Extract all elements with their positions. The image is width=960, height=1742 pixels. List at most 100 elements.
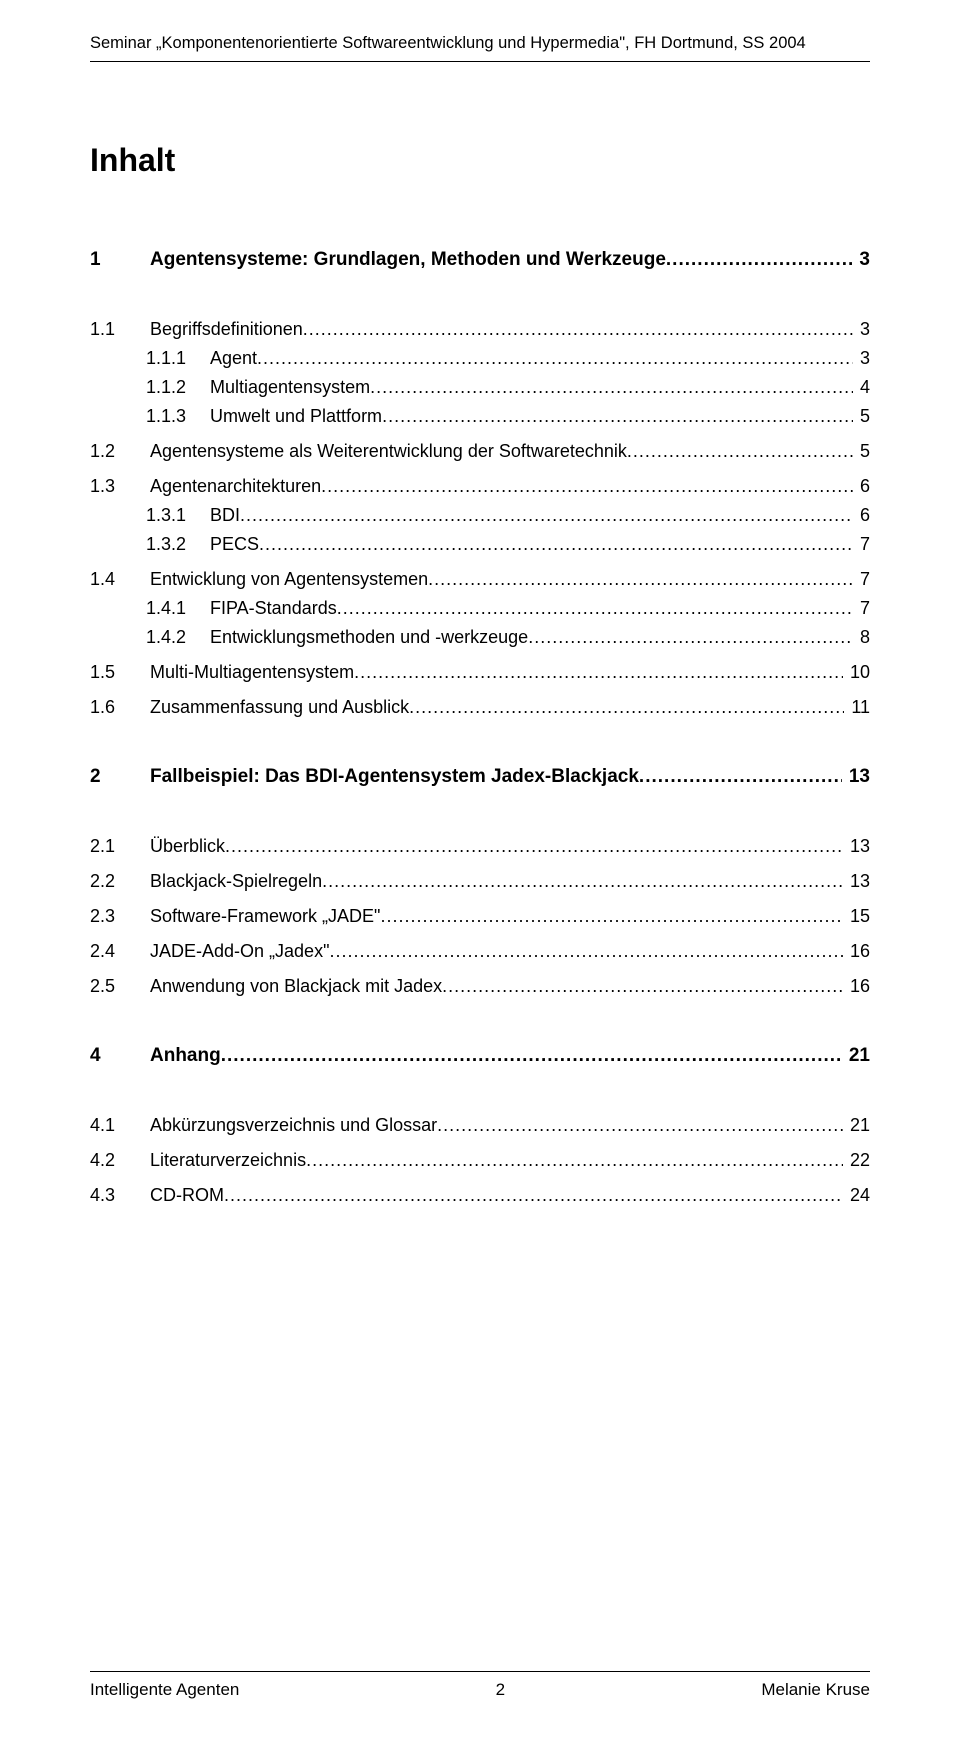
toc-entry-number: 2.3 bbox=[90, 906, 150, 927]
toc-entry-number: 1.3.1 bbox=[146, 505, 210, 526]
toc-entry: 1.3.2PECS 7 bbox=[90, 534, 870, 555]
toc-entry-page: 22 bbox=[843, 1150, 870, 1171]
toc-entry-label: CD-ROM bbox=[150, 1185, 224, 1206]
toc-entry-number: 1.3 bbox=[90, 476, 150, 497]
toc-entry-label: Agent bbox=[210, 348, 257, 369]
toc-entry-label: Software-Framework „JADE" bbox=[150, 906, 380, 927]
toc-dots bbox=[303, 319, 853, 340]
toc-entry: 1.3.1BDI 6 bbox=[90, 505, 870, 526]
toc-entry-page: 13 bbox=[842, 766, 870, 788]
toc-entry: 2.3Software-Framework „JADE" 15 bbox=[90, 906, 870, 927]
toc-dots bbox=[337, 598, 853, 619]
toc-entry: 4Anhang 21 bbox=[90, 1045, 870, 1067]
toc-entry-page: 3 bbox=[853, 319, 870, 340]
footer-page-number: 2 bbox=[496, 1680, 505, 1700]
toc-dots bbox=[409, 697, 844, 718]
toc-entry: 1.2Agentensysteme als Weiterentwicklung … bbox=[90, 441, 870, 462]
toc-dots bbox=[354, 662, 843, 683]
toc-entry-number: 1.1 bbox=[90, 319, 150, 340]
toc-entry-label: Multi-Multiagentensystem bbox=[150, 662, 354, 683]
toc-entry-label: Begriffsdefinitionen bbox=[150, 319, 303, 340]
toc-entry: 1.6Zusammenfassung und Ausblick 11 bbox=[90, 697, 870, 718]
toc-dots bbox=[240, 505, 853, 526]
toc-dots bbox=[428, 569, 853, 590]
toc-entry: 2.2Blackjack-Spielregeln 13 bbox=[90, 871, 870, 892]
toc-entry-label: Überblick bbox=[150, 836, 225, 857]
toc-entry-number: 4.1 bbox=[90, 1115, 150, 1136]
toc-dots bbox=[224, 1185, 843, 1206]
toc-entry-page: 4 bbox=[853, 377, 870, 398]
toc-entry-page: 15 bbox=[843, 906, 870, 927]
toc-dots bbox=[306, 1150, 843, 1171]
footer-left: Intelligente Agenten bbox=[90, 1680, 239, 1700]
toc-entry: 1.3Agentenarchitekturen 6 bbox=[90, 476, 870, 497]
toc-entry-label: Blackjack-Spielregeln bbox=[150, 871, 322, 892]
toc-entry: 4.2Literaturverzeichnis 22 bbox=[90, 1150, 870, 1171]
toc-dots bbox=[382, 406, 853, 427]
toc-entry: 2Fallbeispiel: Das BDI-Agentensystem Jad… bbox=[90, 766, 870, 788]
toc-entry-number: 1.4 bbox=[90, 569, 150, 590]
toc-entry: 1.1Begriffsdefinitionen 3 bbox=[90, 319, 870, 340]
toc-dots bbox=[321, 476, 853, 497]
toc-entry: 1.4Entwicklung von Agentensystemen 7 bbox=[90, 569, 870, 590]
toc-entry-number: 2.2 bbox=[90, 871, 150, 892]
toc-entry: 4.1Abkürzungsverzeichnis und Glossar 21 bbox=[90, 1115, 870, 1136]
toc-entry-number: 1.3.2 bbox=[146, 534, 210, 555]
toc-entry-label: JADE-Add-On „Jadex" bbox=[150, 941, 329, 962]
toc-entry-number: 1 bbox=[90, 249, 150, 271]
toc-entry: 1.4.1FIPA-Standards 7 bbox=[90, 598, 870, 619]
toc-dots bbox=[221, 1045, 842, 1067]
toc-dots bbox=[528, 627, 853, 648]
toc-entry-label: PECS bbox=[210, 534, 259, 555]
footer-right: Melanie Kruse bbox=[761, 1680, 870, 1700]
table-of-contents: 1Agentensysteme: Grundlagen, Methoden un… bbox=[90, 249, 870, 1206]
toc-entry-number: 4.2 bbox=[90, 1150, 150, 1171]
toc-entry-page: 7 bbox=[853, 569, 870, 590]
toc-entry-page: 16 bbox=[843, 976, 870, 997]
toc-entry-label: Zusammenfassung und Ausblick bbox=[150, 697, 409, 718]
toc-entry-label: Entwicklungsmethoden und -werkzeuge bbox=[210, 627, 528, 648]
toc-entry-number: 1.1.2 bbox=[146, 377, 210, 398]
toc-entry-number: 4.3 bbox=[90, 1185, 150, 1206]
toc-dots bbox=[437, 1115, 843, 1136]
toc-entry-page: 21 bbox=[843, 1115, 870, 1136]
toc-entry: 1.5Multi-Multiagentensystem 10 bbox=[90, 662, 870, 683]
toc-entry: 1.1.2Multiagentensystem 4 bbox=[90, 377, 870, 398]
page-header: Seminar „Komponentenorientierte Software… bbox=[90, 34, 870, 62]
toc-entry-number: 4 bbox=[90, 1045, 150, 1067]
toc-entry-number: 2.1 bbox=[90, 836, 150, 857]
toc-entry-page: 24 bbox=[843, 1185, 870, 1206]
toc-entry-number: 1.5 bbox=[90, 662, 150, 683]
toc-entry-page: 7 bbox=[853, 598, 870, 619]
toc-entry: 2.1Überblick 13 bbox=[90, 836, 870, 857]
toc-dots bbox=[257, 348, 853, 369]
toc-entry-label: Agentenarchitekturen bbox=[150, 476, 321, 497]
page-footer: Intelligente Agenten 2 Melanie Kruse bbox=[90, 1671, 870, 1700]
toc-dots bbox=[322, 871, 843, 892]
toc-entry-page: 16 bbox=[843, 941, 870, 962]
toc-entry-label: Abkürzungsverzeichnis und Glossar bbox=[150, 1115, 437, 1136]
toc-entry-page: 3 bbox=[853, 348, 870, 369]
toc-dots bbox=[225, 836, 843, 857]
toc-entry: 1Agentensysteme: Grundlagen, Methoden un… bbox=[90, 249, 870, 271]
toc-entry-page: 13 bbox=[843, 871, 870, 892]
toc-entry-number: 1.4.2 bbox=[146, 627, 210, 648]
toc-entry-page: 11 bbox=[844, 697, 870, 718]
toc-entry-label: Entwicklung von Agentensystemen bbox=[150, 569, 428, 590]
toc-dots bbox=[627, 441, 853, 462]
toc-entry: 2.4JADE-Add-On „Jadex" 16 bbox=[90, 941, 870, 962]
toc-entry-page: 3 bbox=[852, 249, 870, 271]
toc-dots bbox=[442, 976, 843, 997]
toc-entry-page: 5 bbox=[853, 441, 870, 462]
toc-entry-page: 13 bbox=[843, 836, 870, 857]
toc-entry: 2.5Anwendung von Blackjack mit Jadex 16 bbox=[90, 976, 870, 997]
toc-entry-page: 10 bbox=[843, 662, 870, 683]
toc-entry-label: Anhang bbox=[150, 1045, 221, 1067]
toc-entry-number: 2.5 bbox=[90, 976, 150, 997]
page-title: Inhalt bbox=[90, 142, 870, 179]
toc-entry: 1.1.1Agent 3 bbox=[90, 348, 870, 369]
toc-entry-label: BDI bbox=[210, 505, 240, 526]
toc-entry-number: 1.6 bbox=[90, 697, 150, 718]
toc-entry: 1.4.2Entwicklungsmethoden und -werkzeuge… bbox=[90, 627, 870, 648]
toc-entry-number: 2.4 bbox=[90, 941, 150, 962]
